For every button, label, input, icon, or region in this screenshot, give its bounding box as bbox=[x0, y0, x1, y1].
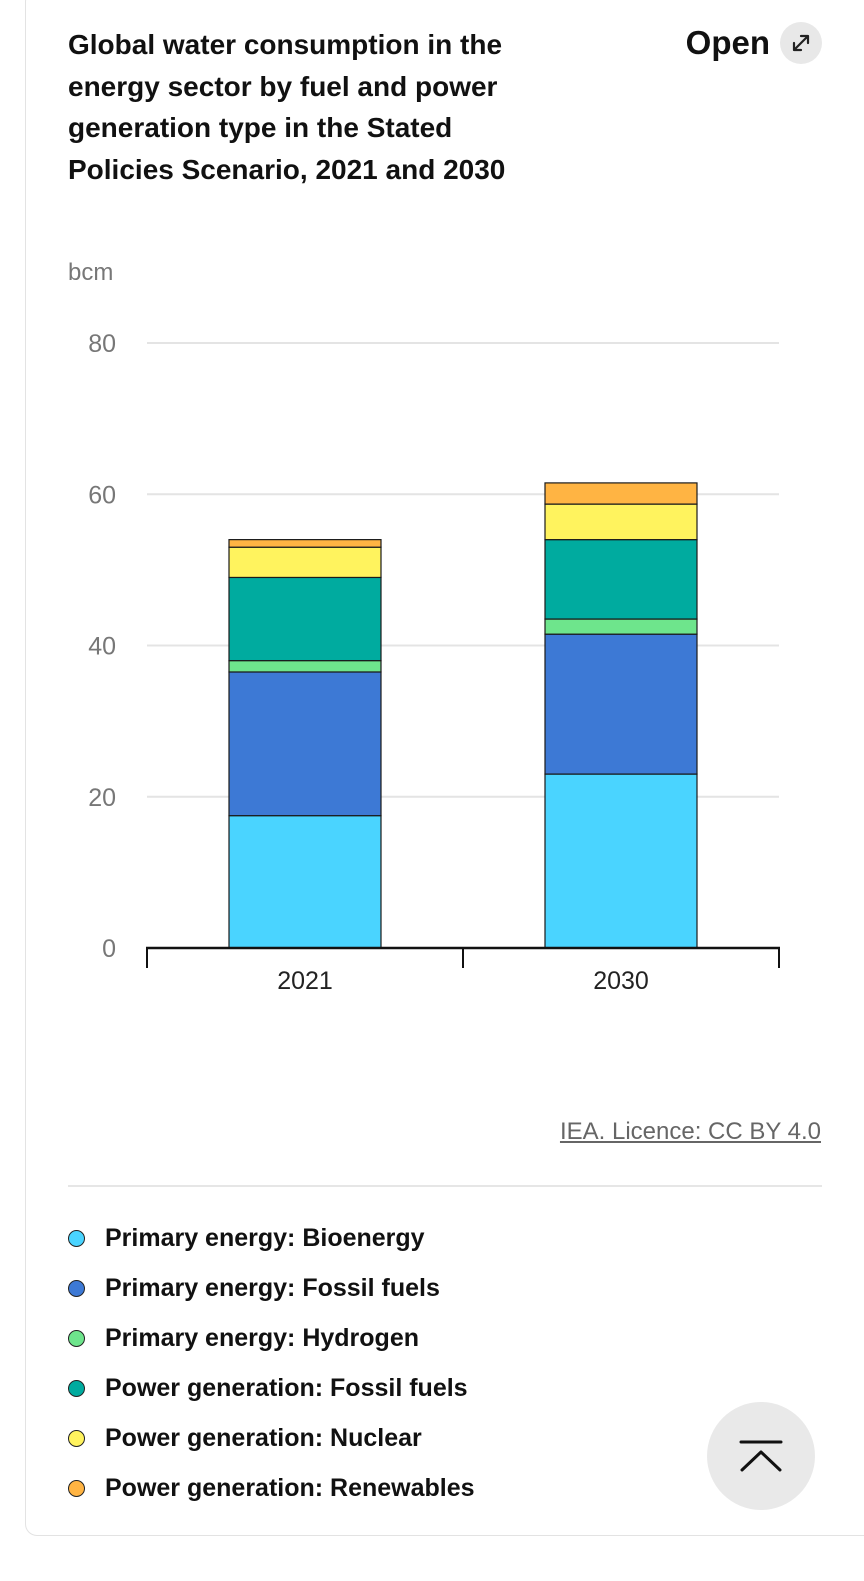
bar-segment bbox=[228, 660, 382, 673]
y-tick-label: 60 bbox=[88, 481, 116, 509]
bar-segment bbox=[228, 671, 382, 817]
legend-swatch bbox=[68, 1379, 85, 1397]
legend-item[interactable]: Primary energy: Bioenergy bbox=[68, 1213, 475, 1263]
y-tick-label: 0 bbox=[102, 935, 116, 963]
legend-swatch bbox=[68, 1329, 85, 1347]
legend-label: Power generation: Nuclear bbox=[105, 1423, 422, 1452]
legend-item[interactable]: Primary energy: Hydrogen bbox=[68, 1313, 475, 1363]
legend-item[interactable]: Power generation: Nuclear bbox=[68, 1413, 475, 1463]
y-axis-unit-label: bcm bbox=[68, 259, 113, 286]
legend-label: Power generation: Renewables bbox=[105, 1473, 475, 1502]
chart-title: Global water consumption in the energy s… bbox=[68, 29, 506, 185]
open-label: Open bbox=[685, 24, 770, 61]
bar-segment bbox=[228, 546, 382, 579]
legend-label: Primary energy: Bioenergy bbox=[105, 1223, 425, 1252]
back-to-top-button[interactable] bbox=[707, 1402, 815, 1510]
legend-label: Power generation: Fossil fuels bbox=[105, 1373, 468, 1402]
bar-segment bbox=[544, 482, 698, 505]
legend-item[interactable]: Primary energy: Fossil fuels bbox=[68, 1263, 475, 1313]
bar-segment bbox=[544, 539, 698, 620]
chevron-up-bar-icon bbox=[739, 1440, 783, 1472]
bar-segment bbox=[228, 576, 382, 662]
bar-segment bbox=[544, 633, 698, 775]
y-tick-label: 40 bbox=[88, 633, 116, 661]
bar-segment bbox=[544, 618, 698, 635]
legend-swatch bbox=[68, 1229, 85, 1247]
y-tick-label: 20 bbox=[88, 784, 116, 812]
legend-item[interactable]: Power generation: Fossil fuels bbox=[68, 1363, 475, 1413]
expand-arrow-icon bbox=[780, 22, 822, 64]
x-tick-label: 2021 bbox=[277, 967, 333, 995]
legend-swatch bbox=[68, 1429, 85, 1447]
legend-label: Primary energy: Fossil fuels bbox=[105, 1273, 440, 1302]
bar-segment bbox=[228, 539, 382, 548]
legend-divider bbox=[68, 1185, 822, 1187]
chart-card bbox=[25, 0, 864, 1536]
source-licence-link[interactable]: IEA. Licence: CC BY 4.0 bbox=[559, 1118, 821, 1145]
bar-segment bbox=[228, 815, 382, 949]
stacked-bar-chart: bcm 0 20 40 60 80 2021 2030 bbox=[68, 259, 780, 995]
legend-label: Primary energy: Hydrogen bbox=[105, 1323, 419, 1352]
x-tick-label: 2030 bbox=[593, 967, 649, 995]
legend-swatch bbox=[68, 1479, 85, 1497]
open-button[interactable]: Open bbox=[686, 22, 822, 64]
legend-swatch bbox=[68, 1279, 85, 1297]
chart-legend: Primary energy: Bioenergy Primary energy:… bbox=[68, 1213, 475, 1513]
legend-item[interactable]: Power generation: Renewables bbox=[68, 1463, 475, 1513]
bar-segment bbox=[544, 503, 698, 541]
y-tick-label: 80 bbox=[88, 330, 116, 358]
bar-segment bbox=[544, 773, 698, 949]
